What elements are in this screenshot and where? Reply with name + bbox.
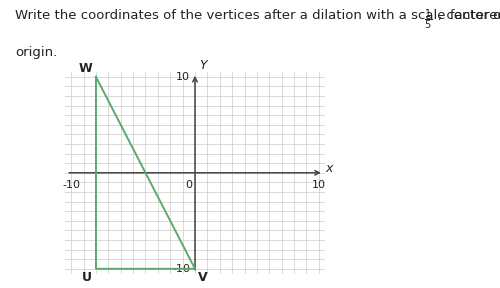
Text: -10: -10	[172, 264, 190, 274]
Text: $\frac{1}{5}$: $\frac{1}{5}$	[424, 7, 432, 32]
Text: x: x	[326, 162, 333, 175]
Text: , centered at the: , centered at the	[438, 9, 500, 22]
Text: Y: Y	[200, 59, 207, 72]
Text: Write the coordinates of the vertices after a dilation with a scale factor of: Write the coordinates of the vertices af…	[15, 9, 500, 22]
Text: -10: -10	[62, 179, 80, 190]
Text: 10: 10	[176, 72, 190, 82]
Text: 10: 10	[312, 179, 326, 190]
Text: V: V	[198, 271, 207, 284]
Text: 0: 0	[185, 179, 192, 190]
Text: U: U	[82, 271, 92, 284]
Text: origin.: origin.	[15, 46, 57, 59]
Text: W: W	[78, 62, 92, 75]
